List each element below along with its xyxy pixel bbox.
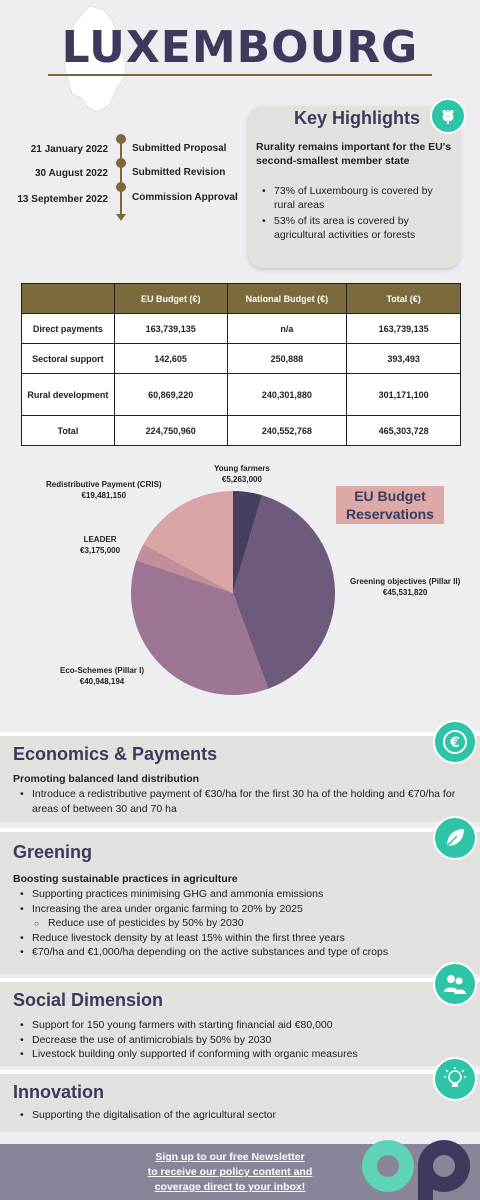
- lightbulb-icon: [433, 1057, 477, 1101]
- timeline-date: 30 August 2022: [35, 168, 108, 179]
- pie-slice-3: [136, 544, 233, 593]
- pie-chart-area: Young farmers €5,263,000 Greening objecti…: [0, 455, 480, 715]
- pie-label-leader: LEADER €3,175,000: [80, 535, 121, 555]
- pie-label-eco-schemes: Eco-Schemes (Pillar I) €40,948,194: [60, 666, 145, 686]
- list-item: Increasing the area under organic farmin…: [18, 902, 458, 917]
- table-cell: 163,739,135: [346, 313, 461, 344]
- table-cell: 465,303,728: [346, 415, 461, 446]
- list-item: Supporting practices minimising GHG and …: [18, 887, 458, 902]
- table-header: [21, 283, 115, 314]
- key-highlights-title: Key Highlights: [294, 108, 421, 128]
- table-header-row: EU Budget (€) National Budget (€) Total …: [21, 283, 461, 314]
- section-subtitle: Boosting sustainable practices in agricu…: [13, 873, 238, 885]
- timeline-dot: [116, 134, 126, 144]
- page-title: LUXEMBOURG: [61, 22, 419, 73]
- table-row: Direct payments 163,739,135 n/a 163,739,…: [21, 313, 461, 344]
- table-cell: 224,750,960: [113, 415, 228, 446]
- leaf-icon: [433, 816, 477, 860]
- list-item: Decrease the use of antimicrobials by 50…: [18, 1033, 458, 1048]
- timeline-label: Commission Approval: [132, 192, 238, 203]
- timeline-line: [120, 138, 122, 218]
- pie-slice-4: [143, 491, 233, 593]
- timeline-arrow: [116, 214, 126, 221]
- table-cell: 60,869,220: [113, 373, 228, 416]
- section-list: Support for 150 young farmers with start…: [18, 1018, 458, 1062]
- timeline-dot: [116, 182, 126, 192]
- list-item: Support for 150 young farmers with start…: [18, 1018, 458, 1033]
- section-social: Social Dimension Support for 150 young f…: [0, 978, 480, 1066]
- list-item: 53% of its area is covered by agricultur…: [260, 214, 454, 242]
- timeline-label: Submitted Revision: [132, 167, 226, 178]
- section-economics: Economics & Payments Promoting balanced …: [0, 732, 480, 822]
- table-cell: Total: [21, 415, 115, 446]
- table-row: Sectoral support 142,605 250,888 393,493: [21, 343, 461, 374]
- section-title: Greening: [13, 842, 93, 862]
- list-item: Introduce a redistributive payment of €3…: [18, 787, 458, 816]
- pie-label-greening: Greening objectives (Pillar II) €45,531,8…: [350, 577, 461, 597]
- section-subtitle: Promoting balanced land distribution: [13, 773, 200, 785]
- key-highlights-card: Key Highlights Rurality remains importan…: [248, 106, 460, 268]
- section-title: Innovation: [13, 1082, 104, 1102]
- timeline-date: 13 September 2022: [17, 194, 108, 205]
- list-item: Supporting the digitalisation of the agr…: [18, 1108, 458, 1123]
- wheat-icon: [430, 98, 466, 134]
- section-greening: Greening Boosting sustainable practices …: [0, 828, 480, 974]
- timeline-label: Submitted Proposal: [132, 143, 227, 154]
- table-cell: 393,493: [346, 343, 461, 374]
- section-title: Economics & Payments: [13, 744, 218, 764]
- table-row: Total 224,750,960 240,552,768 465,303,72…: [21, 415, 461, 446]
- key-highlights-list: 73% of Luxembourg is covered by rural ar…: [260, 184, 454, 244]
- table-header: National Budget (€): [226, 283, 348, 314]
- table-cell: 240,552,768: [226, 415, 348, 446]
- table-cell: Rural development: [21, 373, 115, 416]
- euro-icon: €: [433, 720, 477, 764]
- list-item: Reduce livestock density by at least 15%…: [18, 931, 458, 946]
- table-header: Total (€): [346, 283, 461, 314]
- chart-title: EU Budget Reservations: [336, 486, 444, 524]
- timeline: 21 January 2022 Submitted Proposal 30 Au…: [0, 130, 250, 230]
- table-cell: n/a: [226, 313, 348, 344]
- pie-label-young-farmers: Young farmers €5,263,000: [214, 464, 270, 484]
- table-cell: Direct payments: [21, 313, 115, 344]
- table-cell: 142,605: [113, 343, 228, 374]
- table-cell: 240,301,880: [226, 373, 348, 416]
- svg-text:€: €: [449, 735, 460, 751]
- section-list: Introduce a redistributive payment of €3…: [18, 787, 458, 816]
- list-item: €70/ha and €1,000/ha depending on the ac…: [18, 945, 458, 960]
- pie-slice-1: [233, 495, 335, 689]
- luxembourg-map-icon: [63, 5, 127, 113]
- table-row: Rural development 60,869,220 240,301,880…: [21, 373, 461, 416]
- section-list: Supporting the digitalisation of the agr…: [18, 1108, 458, 1123]
- pie-slice-0: [233, 491, 263, 593]
- people-icon: [433, 962, 477, 1006]
- pie-chart: [131, 491, 335, 695]
- budget-table: EU Budget (€) National Budget (€) Total …: [21, 283, 461, 446]
- timeline-dot: [116, 158, 126, 168]
- key-highlights-subtitle: Rurality remains important for the EU's …: [256, 141, 452, 167]
- pie-slice-2: [131, 560, 269, 695]
- newsletter-link[interactable]: Sign up to our free Newsletter to receiv…: [147, 1151, 313, 1193]
- section-title: Social Dimension: [13, 990, 164, 1010]
- list-item: Livestock building only supported if con…: [18, 1047, 458, 1062]
- table-cell: 301,171,100: [346, 373, 461, 416]
- timeline-date: 21 January 2022: [30, 144, 108, 155]
- table-cell: Sectoral support: [21, 343, 115, 374]
- pie-label-redistributive: Redistributive Payment (CRIS) €19,481,150: [46, 480, 162, 500]
- section-innovation: Innovation Supporting the digitalisation…: [0, 1070, 480, 1132]
- logo: [362, 1140, 470, 1200]
- title-divider: [48, 74, 432, 76]
- table-header: EU Budget (€): [113, 283, 228, 314]
- table-cell: 250,888: [226, 343, 348, 374]
- table-cell: 163,739,135: [113, 313, 228, 344]
- list-item: 73% of Luxembourg is covered by rural ar…: [260, 184, 454, 212]
- section-list: Supporting practices minimising GHG and …: [18, 887, 458, 960]
- list-item: Reduce use of pesticides by 50% by 2030: [18, 916, 458, 931]
